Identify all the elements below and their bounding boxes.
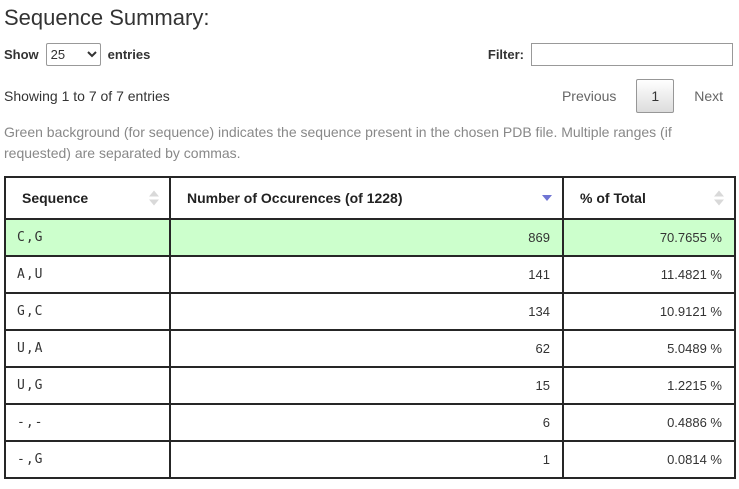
sequence-cell: C,G: [4, 218, 171, 257]
column-header-label: Sequence: [22, 190, 89, 206]
sequence-cell: U,G: [4, 366, 171, 405]
sequence-cell: -,-: [4, 403, 171, 442]
next-page-button[interactable]: Next: [694, 88, 723, 104]
column-header-label: Number of Occurences (of 1228): [187, 190, 403, 206]
sequence-cell: -,G: [4, 440, 171, 479]
occurrences-cell: 869: [169, 218, 564, 257]
occurrences-cell: 1: [169, 440, 564, 479]
previous-page-button[interactable]: Previous: [561, 88, 617, 104]
table-body: C,G 869 70.7655 % A,U 141 11.4821 % G,C 134 10.9…: [4, 218, 736, 479]
percent-cell: 0.4886 %: [562, 403, 736, 442]
table-controls: Show 25 entries Filter:: [4, 43, 733, 66]
green-background-note: Green background (for sequence) indicate…: [4, 124, 672, 161]
entries-label: entries: [107, 47, 151, 62]
table-row: U,G 15 1.2215 %: [4, 366, 736, 405]
column-header-percent[interactable]: % of Total: [562, 176, 736, 220]
occurrences-cell: 141: [169, 255, 564, 294]
table-row: -,G 1 0.0814 %: [4, 440, 736, 479]
sequence-summary-page: Sequence Summary: Show 25 entries Filter…: [4, 5, 736, 479]
filter-label: Filter:: [487, 47, 524, 62]
table-row: -,- 6 0.4886 %: [4, 403, 736, 442]
percent-cell: 1.2215 %: [562, 366, 736, 405]
percent-cell: 5.0489 %: [562, 329, 736, 368]
sequence-summary-table: Sequence Number of Occurences (of 1228) …: [4, 176, 736, 479]
occurrences-cell: 134: [169, 292, 564, 331]
table-row: G,C 134 10.9121 %: [4, 292, 736, 331]
sequence-cell: A,U: [4, 255, 171, 294]
page-title: Sequence Summary:: [4, 5, 210, 30]
show-entries-control: Show 25 entries: [4, 43, 150, 66]
sort-both-icon: [149, 190, 159, 206]
sort-descending-icon: [542, 195, 552, 201]
percent-cell: 11.4821 %: [562, 255, 736, 294]
current-page-button[interactable]: 1: [636, 79, 675, 113]
pagination: Previous 1 Next: [554, 79, 731, 113]
table-row: U,A 62 5.0489 %: [4, 329, 736, 368]
table-info-row: Showing 1 to 7 of 7 entries Previous 1 N…: [4, 78, 731, 114]
sequence-cell: G,C: [4, 292, 171, 331]
percent-cell: 0.0814 %: [562, 440, 736, 479]
column-header-label: % of Total: [580, 190, 646, 206]
percent-cell: 10.9121 %: [562, 292, 736, 331]
sort-both-icon: [714, 190, 724, 206]
table-header-row: Sequence Number of Occurences (of 1228) …: [4, 176, 736, 220]
column-header-sequence[interactable]: Sequence: [4, 176, 171, 220]
page-length-select[interactable]: 25: [45, 43, 101, 66]
showing-entries-text: Showing 1 to 7 of 7 entries: [4, 88, 170, 104]
filter-control: Filter:: [488, 43, 733, 66]
show-label: Show: [4, 47, 39, 62]
occurrences-cell: 15: [169, 366, 564, 405]
filter-input[interactable]: [531, 43, 733, 66]
sequence-cell: U,A: [4, 329, 171, 368]
occurrences-cell: 6: [169, 403, 564, 442]
occurrences-cell: 62: [169, 329, 564, 368]
percent-cell: 70.7655 %: [562, 218, 736, 257]
table-row: C,G 869 70.7655 %: [4, 218, 736, 257]
table-row: A,U 141 11.4821 %: [4, 255, 736, 294]
column-header-occurrences[interactable]: Number of Occurences (of 1228): [169, 176, 564, 220]
